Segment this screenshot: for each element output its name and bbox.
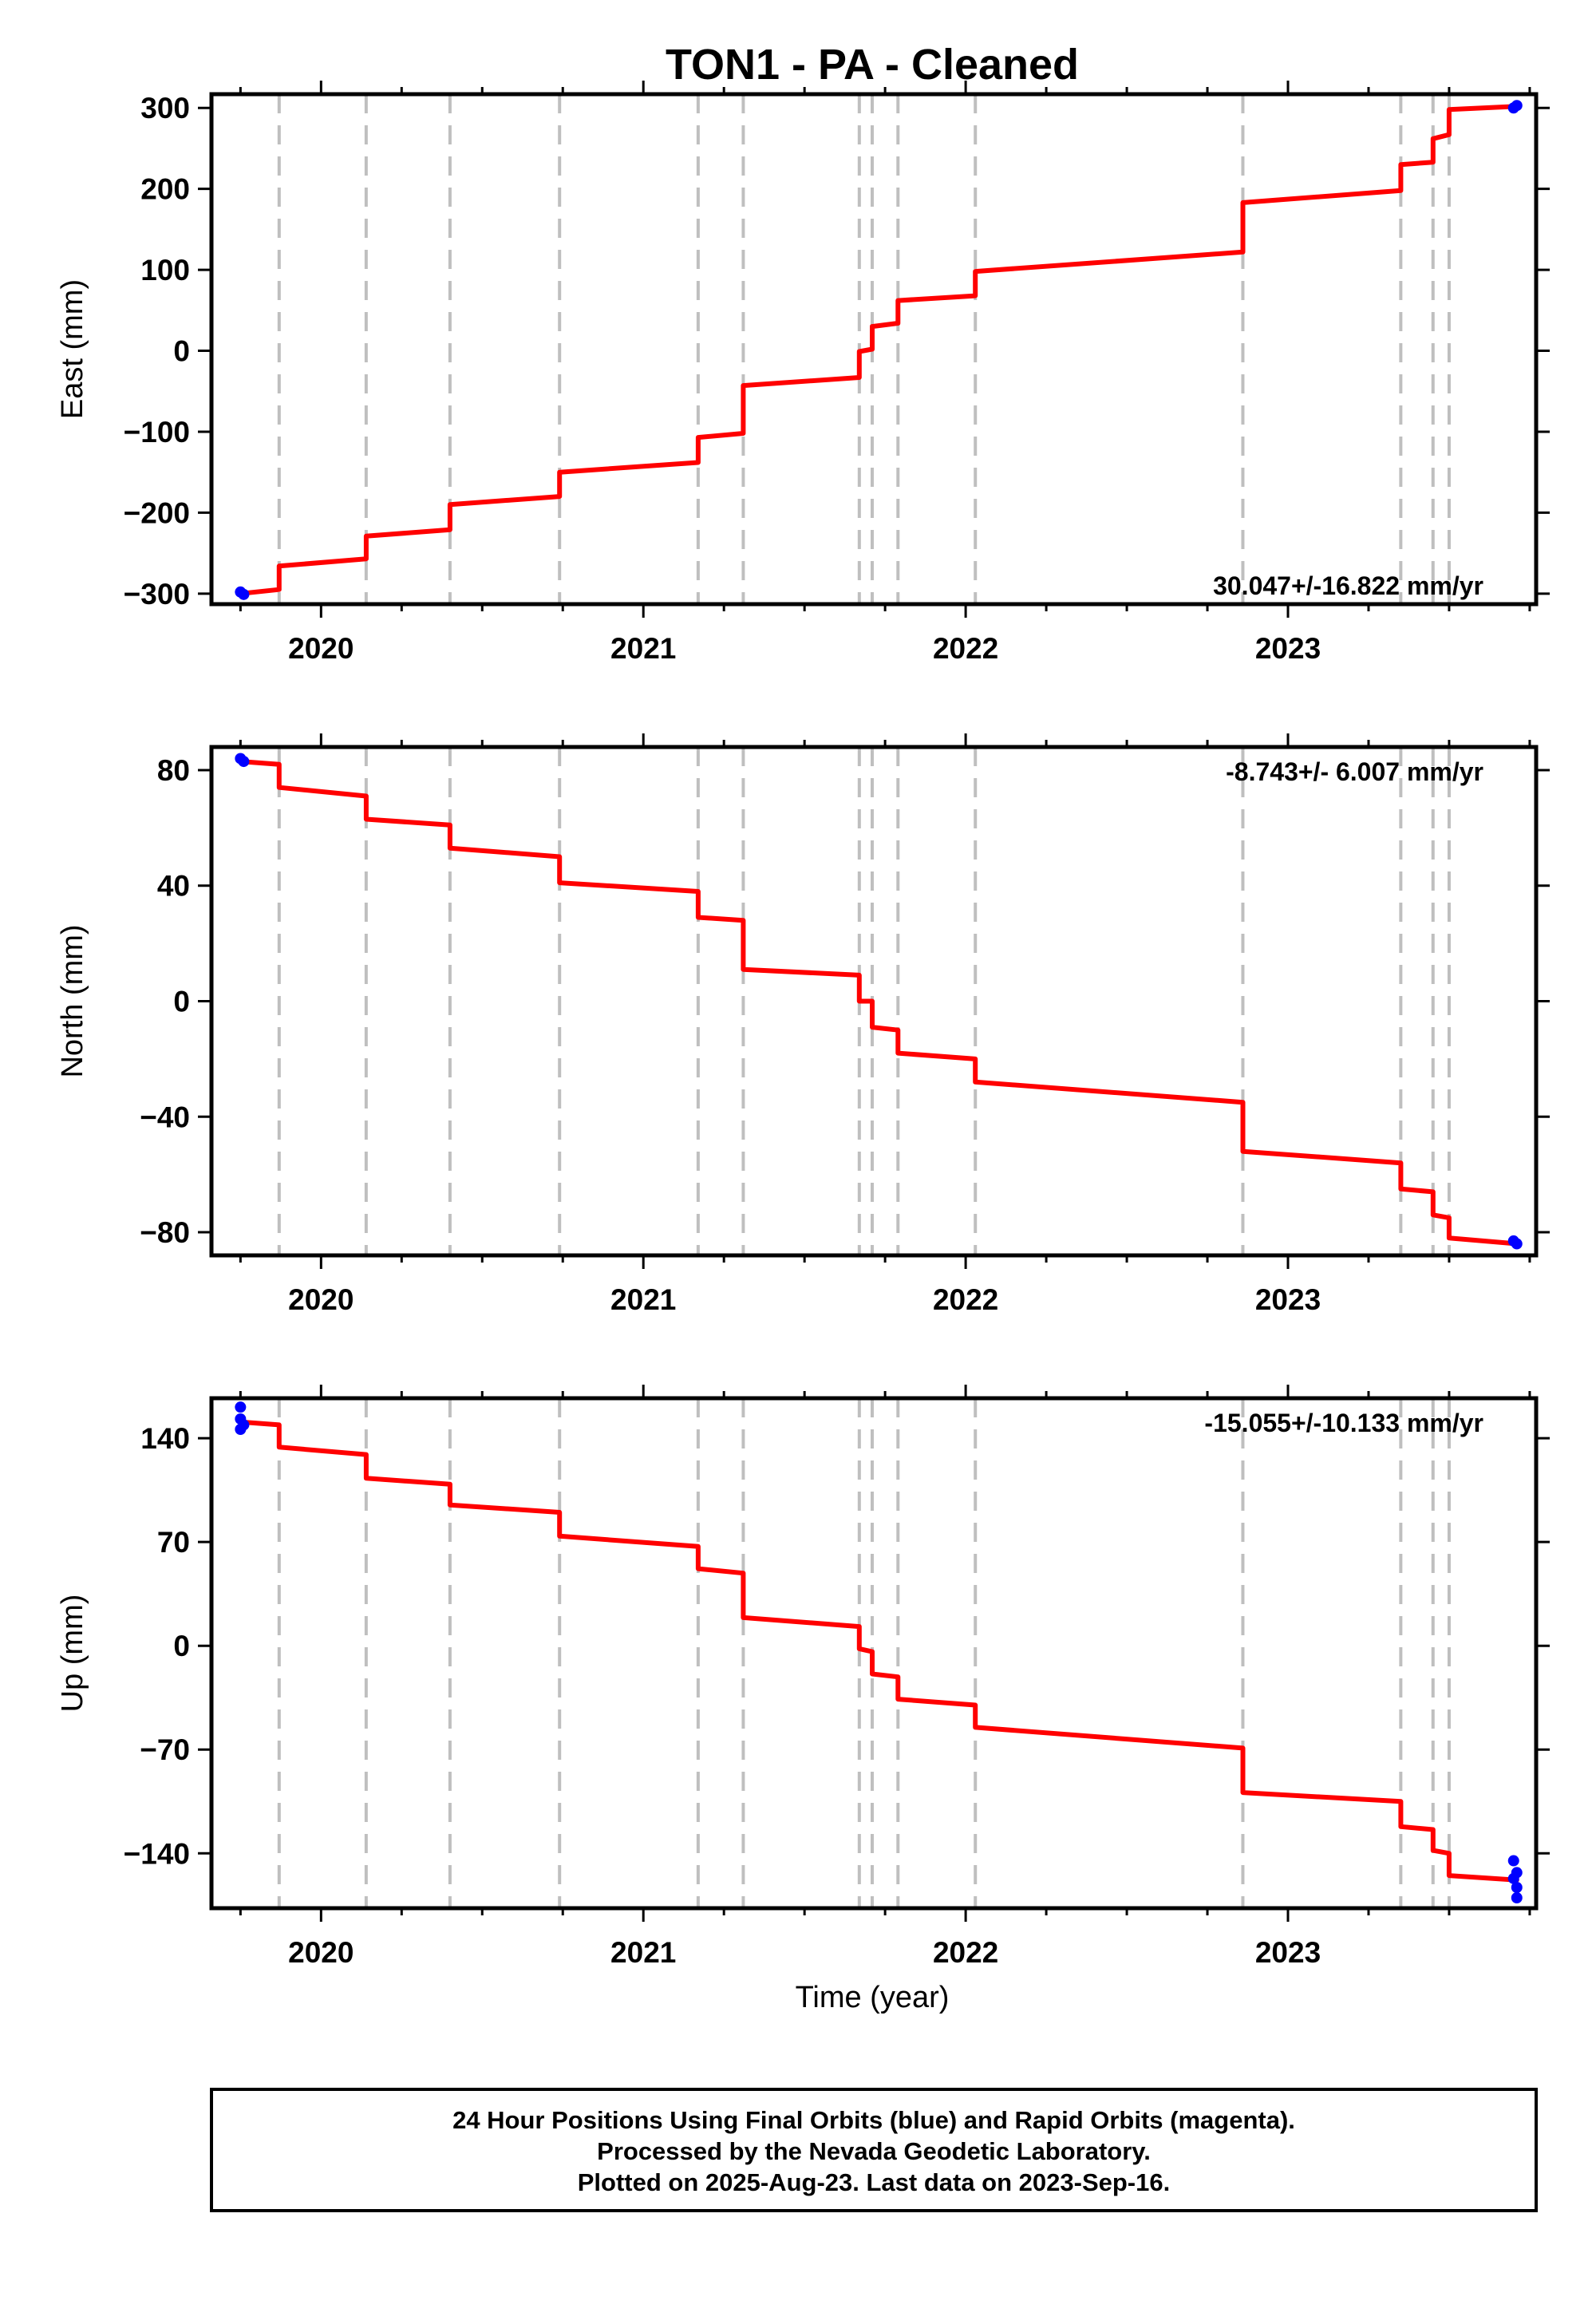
data-point	[1511, 1891, 1523, 1903]
y-tick-label: 0	[173, 335, 190, 368]
x-tick-label: 2022	[933, 1936, 998, 1969]
y-tick-label: 100	[140, 254, 190, 287]
data-point	[238, 1419, 250, 1431]
model-series-line	[238, 104, 1519, 596]
data-point	[1511, 1238, 1523, 1250]
y-tick-label: −70	[140, 1733, 190, 1766]
y-tick-label: −140	[124, 1837, 190, 1870]
footer-line-3: Plotted on 2025-Aug-23. Last data on 202…	[578, 2168, 1170, 2196]
y-tick-label: 0	[173, 986, 190, 1018]
y-tick-label: 140	[140, 1422, 190, 1455]
y-tick-label: 300	[140, 92, 190, 124]
x-tick-label: 2021	[610, 1283, 676, 1316]
x-tick-label: 2020	[288, 1936, 354, 1969]
y-tick-label: 70	[157, 1526, 190, 1559]
plot-frame	[209, 745, 1539, 1258]
data-point	[238, 756, 250, 768]
footer-box: 24 Hour Positions Using Final Orbits (bl…	[210, 2088, 1538, 2212]
y-tick-label: −100	[124, 416, 190, 449]
y-tick-label: 80	[157, 754, 190, 787]
x-tick-label: 2022	[933, 632, 998, 665]
rate-label: -15.055+/-10.133 mm/yr	[1204, 1409, 1483, 1437]
footer-line-2: Processed by the Nevada Geodetic Laborat…	[597, 2137, 1151, 2165]
model-series-line	[238, 759, 1519, 1247]
y-tick-label: 200	[140, 173, 190, 206]
plot-frame	[209, 1396, 1539, 1911]
model-series-line	[238, 1419, 1519, 1883]
footer-line-1: 24 Hour Positions Using Final Orbits (bl…	[452, 2106, 1295, 2134]
data-point	[1511, 100, 1523, 112]
x-tick-label: 2022	[933, 1283, 998, 1316]
plot-frame	[209, 92, 1539, 607]
y-tick-label: −80	[140, 1216, 190, 1249]
y-tick-label: 0	[173, 1630, 190, 1662]
x-tick-label: 2023	[1255, 1936, 1321, 1969]
rate-label: 30.047+/-16.822 mm/yr	[1213, 571, 1483, 600]
x-axis-label: Time (year)	[796, 1981, 950, 2014]
rate-label: -8.743+/- 6.007 mm/yr	[1226, 757, 1483, 786]
y-tick-label: 40	[157, 870, 190, 903]
east-panel: 2020 2021 2022 2023 −300 −200 −100 0 100 200 300 Ea…	[56, 81, 1550, 665]
y-axis-label: East (mm)	[56, 279, 89, 419]
up-panel: 2020 2021 2022 2023 −140 −70 0 70 140 Up (mm) -15.…	[56, 1385, 1550, 1969]
x-tick-label: 2021	[610, 632, 676, 665]
x-tick-label: 2023	[1255, 1283, 1321, 1316]
data-point	[1507, 1872, 1519, 1884]
x-tick-label: 2023	[1255, 632, 1321, 665]
y-axis-label: Up (mm)	[56, 1595, 89, 1713]
x-tick-label: 2021	[610, 1936, 676, 1969]
y-tick-label: −200	[124, 496, 190, 529]
x-tick-label: 2020	[288, 1283, 354, 1316]
x-tick-label: 2020	[288, 632, 354, 665]
north-panel: 2020 2021 2022 2023 −80 −40 0 40 80 North (mm) -8.…	[56, 733, 1550, 1316]
data-point	[235, 1401, 247, 1413]
y-tick-label: −300	[124, 578, 190, 611]
data-point	[238, 588, 250, 600]
data-point	[1511, 1881, 1523, 1893]
data-point	[1507, 1855, 1519, 1867]
y-tick-label: −40	[140, 1101, 190, 1133]
y-axis-label: North (mm)	[56, 924, 89, 1077]
figure-title: TON1 - PA - Cleaned	[666, 41, 1079, 89]
